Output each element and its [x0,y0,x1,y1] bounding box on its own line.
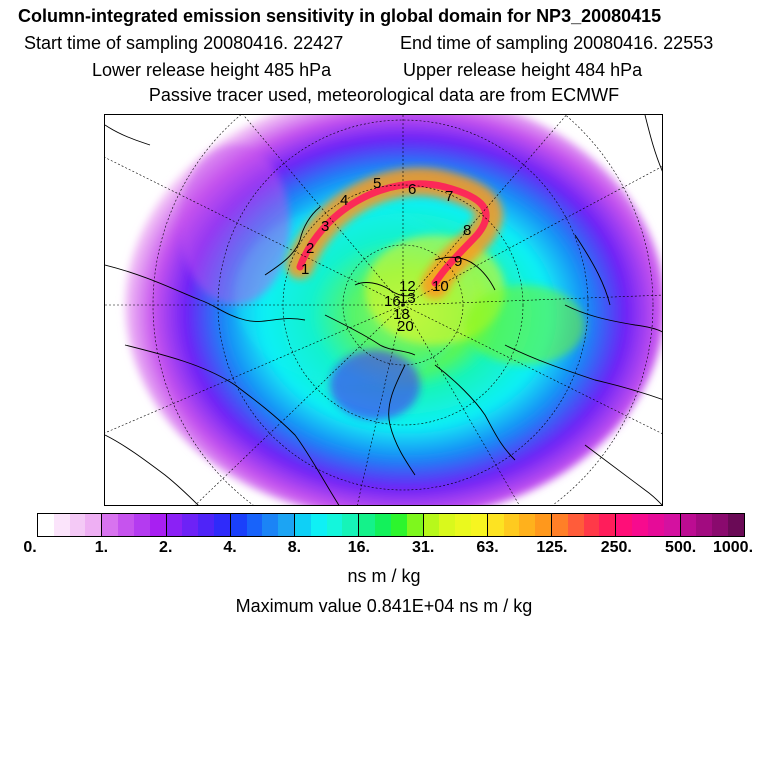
colorbar-swatch [663,514,681,536]
colorbar-swatch [85,514,103,536]
colorbar-swatch [133,514,150,536]
colorbar-swatch [406,514,424,536]
colorbar-swatch [246,514,263,536]
colorbar-swatch [118,514,134,536]
track-label-13: 13 [399,290,416,307]
colorbar-swatch [198,514,214,536]
colorbar-unit: ns m / kg [347,566,421,586]
colorbar-swatch [680,514,697,536]
colorbar-swatch [727,514,744,536]
colorbar-tick-label: 2. [159,539,173,556]
colorbar-tick-label: 1. [94,539,109,556]
colorbar-swatch [647,514,664,536]
colorbar-swatch [567,514,584,536]
colorbar-swatch [295,514,311,536]
colorbar-tick-label: 500. [665,539,697,556]
colorbar-swatch [552,514,568,536]
colorbar-tick-label: 0. [23,539,37,556]
lower-release-text: Lower release height 485 hPa [92,60,332,80]
colorbar-swatch [455,514,471,536]
track-label-6: 6 [408,181,416,198]
track-label-3: 3 [321,218,329,235]
map-graphic: 1 2 3 4 5 6 7 8 9 10 12 13 16 18 20 [105,115,662,505]
colorbar-swatch [375,514,391,536]
colorbar-swatch [310,514,327,536]
track-label-4: 4 [340,192,348,209]
colorbar-tick-label: 16. [347,539,370,556]
track-label-8: 8 [463,222,471,239]
track-label-10: 10 [432,278,449,295]
track-label-1: 1 [301,261,309,278]
colorbar-swatch [38,514,54,536]
track-label-18: 18 [393,306,410,323]
colorbar-tick-label: 63. [476,539,499,556]
colorbar-swatch [102,514,119,536]
colorbar-swatch [470,514,488,536]
colorbar-swatch [166,514,183,536]
colorbar-swatch [696,514,713,536]
track-label-12: 12 [399,278,416,295]
colorbar-swatch [599,514,617,536]
track-label-2: 2 [306,240,314,257]
maximum-value-text: Maximum value 0.841E+04 ns m / kg [235,596,533,616]
colorbar-swatch [712,514,728,536]
colorbar-swatch [278,514,295,536]
colorbar-tick-label: 4. [223,539,237,556]
colorbar-swatch [519,514,536,536]
colorbar-swatch [487,514,504,536]
track-label-16: 16 [384,293,401,310]
upper-release-text: Upper release height 484 hPa [403,60,643,80]
colorbar-tick-label: 250. [600,539,632,556]
track-label-20: 20 [397,318,414,335]
colorbar-swatch [616,514,633,536]
start-time-text: Start time of sampling 20080416. 22427 [24,33,344,53]
colorbar-swatch [230,514,247,536]
colorbar-tick-label: 1000. [712,539,754,556]
colorbar-swatch [439,514,456,536]
tracer-note: Passive tracer used, meteorological data… [148,85,620,105]
colorbar-swatch [390,514,407,536]
colorbar-swatch [53,514,70,536]
track-label-7: 7 [445,188,453,205]
track-label-5: 5 [373,175,381,192]
colorbar-swatch [423,514,440,536]
colorbar-swatch [213,514,231,536]
colorbar-swatch [149,514,167,536]
track-label-9: 9 [454,253,462,270]
colorbar-swatch [69,514,86,536]
sensitivity-map: 1 2 3 4 5 6 7 8 9 10 12 13 16 18 20 [104,114,663,506]
colorbar-swatch [182,514,199,536]
colorbar-swatch [326,514,343,536]
colorbar-swatch [583,514,600,536]
graticule [105,115,662,505]
colorbar-swatch [262,514,279,536]
colorbar-tick-label: 31. [412,539,435,556]
track-labels: 1 2 3 4 5 6 7 8 9 10 12 13 16 18 20 [301,175,471,335]
colorbar-swatch [503,514,520,536]
plot-title: Column-integrated emission sensitivity i… [18,6,662,26]
colorbar [37,513,745,537]
end-time-text: End time of sampling 20080416. 22553 [400,33,714,53]
colorbar-swatch [632,514,648,536]
colorbar-swatch [535,514,552,536]
coastlines [105,115,662,505]
colorbar-swatch [359,514,376,536]
colorbar-tick-label: 125. [536,539,568,556]
colorbar-swatch [342,514,360,536]
colorbar-tick-label: 8. [287,539,302,556]
